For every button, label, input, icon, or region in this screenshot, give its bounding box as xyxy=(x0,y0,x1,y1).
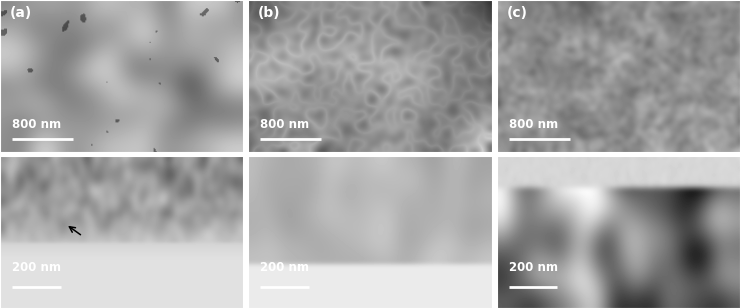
Text: (c): (c) xyxy=(506,6,528,20)
Text: 200 nm: 200 nm xyxy=(12,261,61,274)
Text: 800 nm: 800 nm xyxy=(260,118,309,131)
Text: 800 nm: 800 nm xyxy=(12,118,61,131)
Text: 200 nm: 200 nm xyxy=(260,261,309,274)
Text: 200 nm: 200 nm xyxy=(509,261,558,274)
Text: 800 nm: 800 nm xyxy=(509,118,558,131)
Text: (b): (b) xyxy=(258,6,280,20)
Text: (a): (a) xyxy=(10,6,32,20)
